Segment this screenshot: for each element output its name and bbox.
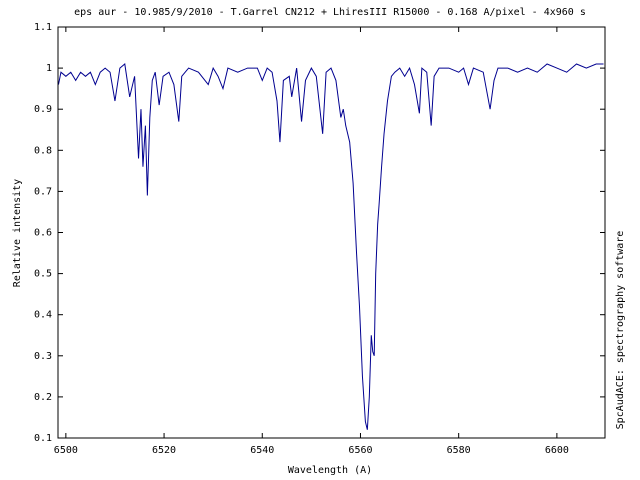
x-tick-label: 6500 bbox=[54, 445, 78, 456]
x-tick-label: 6600 bbox=[545, 445, 569, 456]
x-tick-label: 6520 bbox=[152, 445, 176, 456]
y-tick-label: 1 bbox=[46, 63, 52, 74]
y-tick-label: 0.1 bbox=[34, 433, 52, 444]
y-tick-label: 0.3 bbox=[34, 351, 52, 362]
y-tick-label: 0.2 bbox=[34, 392, 52, 403]
y-tick-label: 0.8 bbox=[34, 145, 52, 156]
x-axis-label: Wavelength (A) bbox=[288, 465, 372, 476]
y-tick-label: 0.6 bbox=[34, 228, 52, 239]
y-tick-label: 0.4 bbox=[34, 310, 52, 321]
y-axis-label: Relative intensity bbox=[12, 179, 23, 287]
spectrum-line bbox=[57, 63, 604, 430]
y-tick-label: 0.7 bbox=[34, 186, 52, 197]
y-tick-label: 0.9 bbox=[34, 104, 52, 115]
x-tick-label: 6580 bbox=[447, 445, 471, 456]
y-tick-label: 1.1 bbox=[34, 22, 52, 33]
plot-frame bbox=[57, 26, 606, 439]
side-note: SpcAudACE: spectrography software bbox=[615, 231, 626, 430]
x-tick-label: 6560 bbox=[348, 445, 372, 456]
x-tick-label: 6540 bbox=[250, 445, 274, 456]
chart-title: eps aur - 10.985/9/2010 - T.Garrel CN212… bbox=[74, 7, 586, 18]
y-tick-label: 0.5 bbox=[34, 269, 52, 280]
